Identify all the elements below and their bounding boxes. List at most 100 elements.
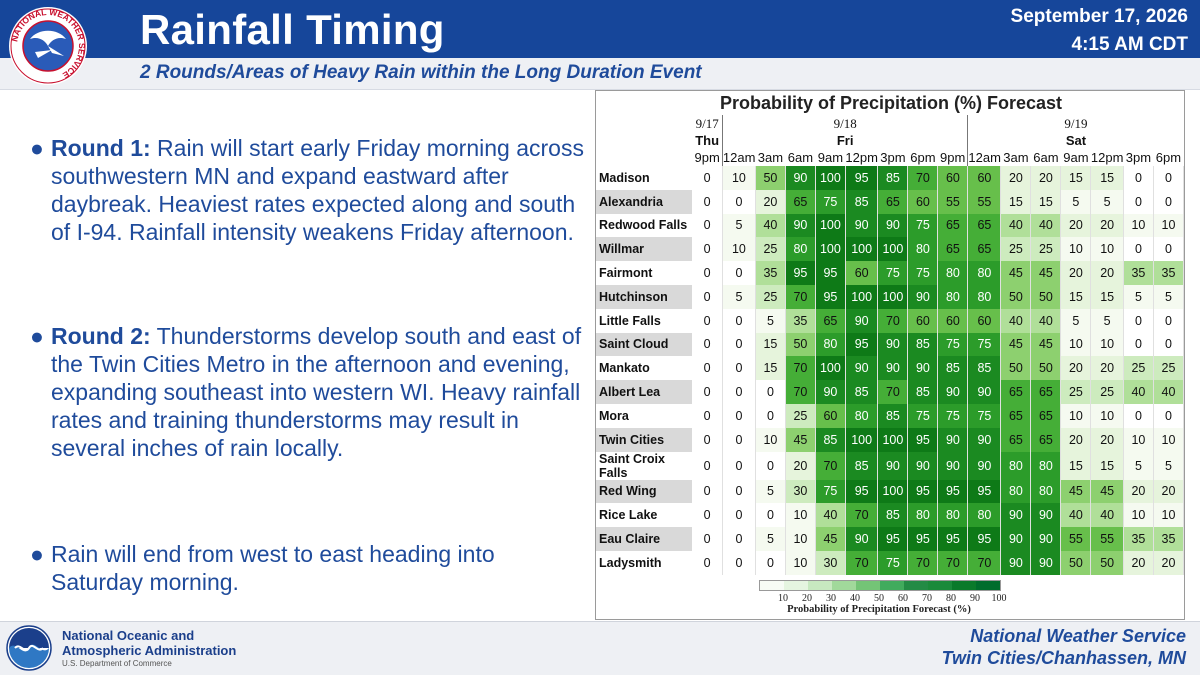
pop-value-cell: 10 xyxy=(1090,332,1124,357)
pop-value-cell: 65 xyxy=(967,237,1002,262)
pop-value-cell: 0 xyxy=(721,479,756,504)
pop-value-cell: 20 xyxy=(1153,550,1185,575)
pop-legend-ticks: 10 20 30 40 50 60 70 80 90 100 xyxy=(759,593,1007,605)
legend-swatch xyxy=(784,581,808,590)
pop-value-cell: 80 xyxy=(907,237,939,262)
pop-value-cell: 20 xyxy=(755,189,786,214)
location-cell: Mora xyxy=(599,408,629,423)
pop-value-cell: 80 xyxy=(1000,451,1032,480)
legend-tick-label: 30 xyxy=(826,593,836,604)
pop-value-cell: 40 xyxy=(1153,380,1185,404)
pop-value-cell: 90 xyxy=(1000,550,1032,575)
bullet-round-2: ● Round 2: Thunderstorms develop south a… xyxy=(30,322,585,462)
bullet-dot: ● xyxy=(30,323,44,349)
table-row: Hutchinson 0 5 25 70 95 100 100 90 80 80 50 50 15 15 5 5 xyxy=(596,284,1185,309)
corner-cell xyxy=(596,132,692,149)
pop-value-cell: 0 xyxy=(721,356,756,381)
location-cell: Saint Cloud xyxy=(596,332,693,357)
pop-value-cell: 75 xyxy=(907,403,939,428)
nws-logo-icon: NATIONAL WEATHER SERVICE xyxy=(9,7,87,85)
pop-value-cell: 85 xyxy=(845,189,879,214)
time-header-cell: 9am xyxy=(817,150,844,165)
pop-value-cell: 20 xyxy=(1123,550,1154,575)
pop-value-cell: 15 xyxy=(1060,451,1092,480)
noaa-department: U.S. Department of Commerce xyxy=(62,659,172,668)
noaa-name-line2: Atmospheric Administration xyxy=(62,643,237,658)
time-header-cell: 6am xyxy=(787,150,814,165)
pop-value-cell: 0 xyxy=(692,527,723,551)
pop-value-cell: 25 xyxy=(755,237,786,262)
time-header-cell: 12am xyxy=(721,149,756,166)
pop-value-cell: 15 xyxy=(1090,166,1124,190)
pop-value-cell: 15 xyxy=(1060,284,1092,309)
pop-value-cell: 5 xyxy=(1153,451,1185,480)
table-row: Saint Croix Falls 0 0 0 20 70 85 90 90 90 90 80 80 15… xyxy=(596,451,1185,480)
pop-value-cell: 70 xyxy=(877,308,909,333)
pop-date-header-row: 9/17 9/18 9/19 xyxy=(596,115,1184,132)
pop-value-cell: 35 xyxy=(785,308,816,333)
pop-value-cell: 100 xyxy=(815,356,846,381)
pop-value-cell: 90 xyxy=(1030,550,1062,575)
pop-value-cell: 90 xyxy=(815,380,846,404)
pop-value-cell: 5 xyxy=(1123,284,1154,309)
location-cell: Redwood Falls xyxy=(599,218,688,233)
pop-value-cell: 55 xyxy=(967,189,1002,214)
pop-value-cell: 10 xyxy=(1123,213,1154,238)
table-row: Fairmont 0 0 35 95 95 60 75 75 80 80 45 45 20 20 35 35 xyxy=(596,261,1185,285)
table-row: Albert Lea 0 0 0 70 90 85 70 85 90 90 65 65 25 25 40 40 xyxy=(596,380,1185,404)
pop-value-cell: 0 xyxy=(721,380,756,404)
table-row: Eau Claire 0 0 5 10 45 90 95 95 95 95 90 90 55 55 35 35 xyxy=(596,527,1185,551)
pop-value-cell: 0 xyxy=(1123,308,1154,333)
pop-legend-label: Probability of Precipitation Forecast (%… xyxy=(787,604,971,615)
day-header-cell: Sat xyxy=(967,132,1184,149)
pop-value-cell: 5 xyxy=(1060,189,1092,214)
pop-value-cell: 90 xyxy=(845,213,879,238)
date-header-cell: 9/19 xyxy=(967,115,1184,132)
table-row: Saint Cloud 0 0 15 50 80 95 90 85 75 75 45 45 10 10 0 0 xyxy=(596,332,1185,357)
pop-value-cell: 95 xyxy=(937,479,969,504)
pop-value-cell: 40 xyxy=(815,503,846,528)
bullet-rain-end: ● Rain will end from west to east headin… xyxy=(30,540,585,596)
day-header-cell: Thu xyxy=(695,133,720,148)
time-header-cell: 6pm xyxy=(1155,150,1182,165)
time-header-cell: 6pm xyxy=(910,150,936,165)
pop-value-cell: 35 xyxy=(755,261,786,285)
pop-value-cell: 100 xyxy=(877,237,909,262)
pop-value-cell: 50 xyxy=(785,332,816,357)
pop-value-cell: 90 xyxy=(967,380,1002,404)
legend-tick-label: 50 xyxy=(874,593,884,604)
pop-forecast-panel: Probability of Precipitation (%) Forecas… xyxy=(595,90,1185,620)
pop-value-cell: 85 xyxy=(877,403,909,428)
table-row: Red Wing 0 0 5 30 75 95 100 95 95 95 80 80 45 45 20 20 xyxy=(596,479,1185,504)
pop-value-cell: 0 xyxy=(721,527,756,551)
pop-value-cell: 45 xyxy=(785,427,816,452)
pop-value-cell: 5 xyxy=(1123,451,1154,480)
pop-value-cell: 90 xyxy=(845,308,879,333)
pop-value-cell: 25 xyxy=(1090,380,1124,404)
pop-value-cell: 45 xyxy=(1060,479,1092,504)
table-row: Redwood Falls 0 5 40 90 100 90 90 75 65 65 40 40 20 20… xyxy=(596,213,1185,238)
legend-swatch xyxy=(808,581,832,590)
pop-value-cell: 40 xyxy=(1060,503,1092,528)
pop-value-cell: 100 xyxy=(815,237,846,262)
pop-value-cell: 75 xyxy=(815,479,846,504)
pop-value-cell: 70 xyxy=(877,380,909,404)
pop-value-cell: 70 xyxy=(815,451,846,480)
pop-value-cell: 10 xyxy=(721,237,756,262)
pop-value-cell: 70 xyxy=(845,550,879,575)
nws-name: National Weather Service xyxy=(970,626,1186,646)
pop-value-cell: 95 xyxy=(815,261,846,285)
pop-value-cell: 20 xyxy=(1060,261,1092,285)
pop-value-cell: 90 xyxy=(907,284,939,309)
pop-value-cell: 10 xyxy=(721,166,756,190)
pop-value-cell: 0 xyxy=(1123,237,1154,262)
pop-value-cell: 0 xyxy=(1153,308,1185,333)
pop-value-cell: 0 xyxy=(721,332,756,357)
date-header-cell: 9/17 xyxy=(695,115,719,131)
pop-value-cell: 90 xyxy=(1000,503,1032,528)
pop-value-cell: 40 xyxy=(1030,308,1062,333)
pop-value-cell: 55 xyxy=(1090,527,1124,551)
pop-value-cell: 15 xyxy=(755,332,786,357)
time-header-cell: 3am xyxy=(757,150,784,165)
pop-value-cell: 100 xyxy=(845,237,879,262)
